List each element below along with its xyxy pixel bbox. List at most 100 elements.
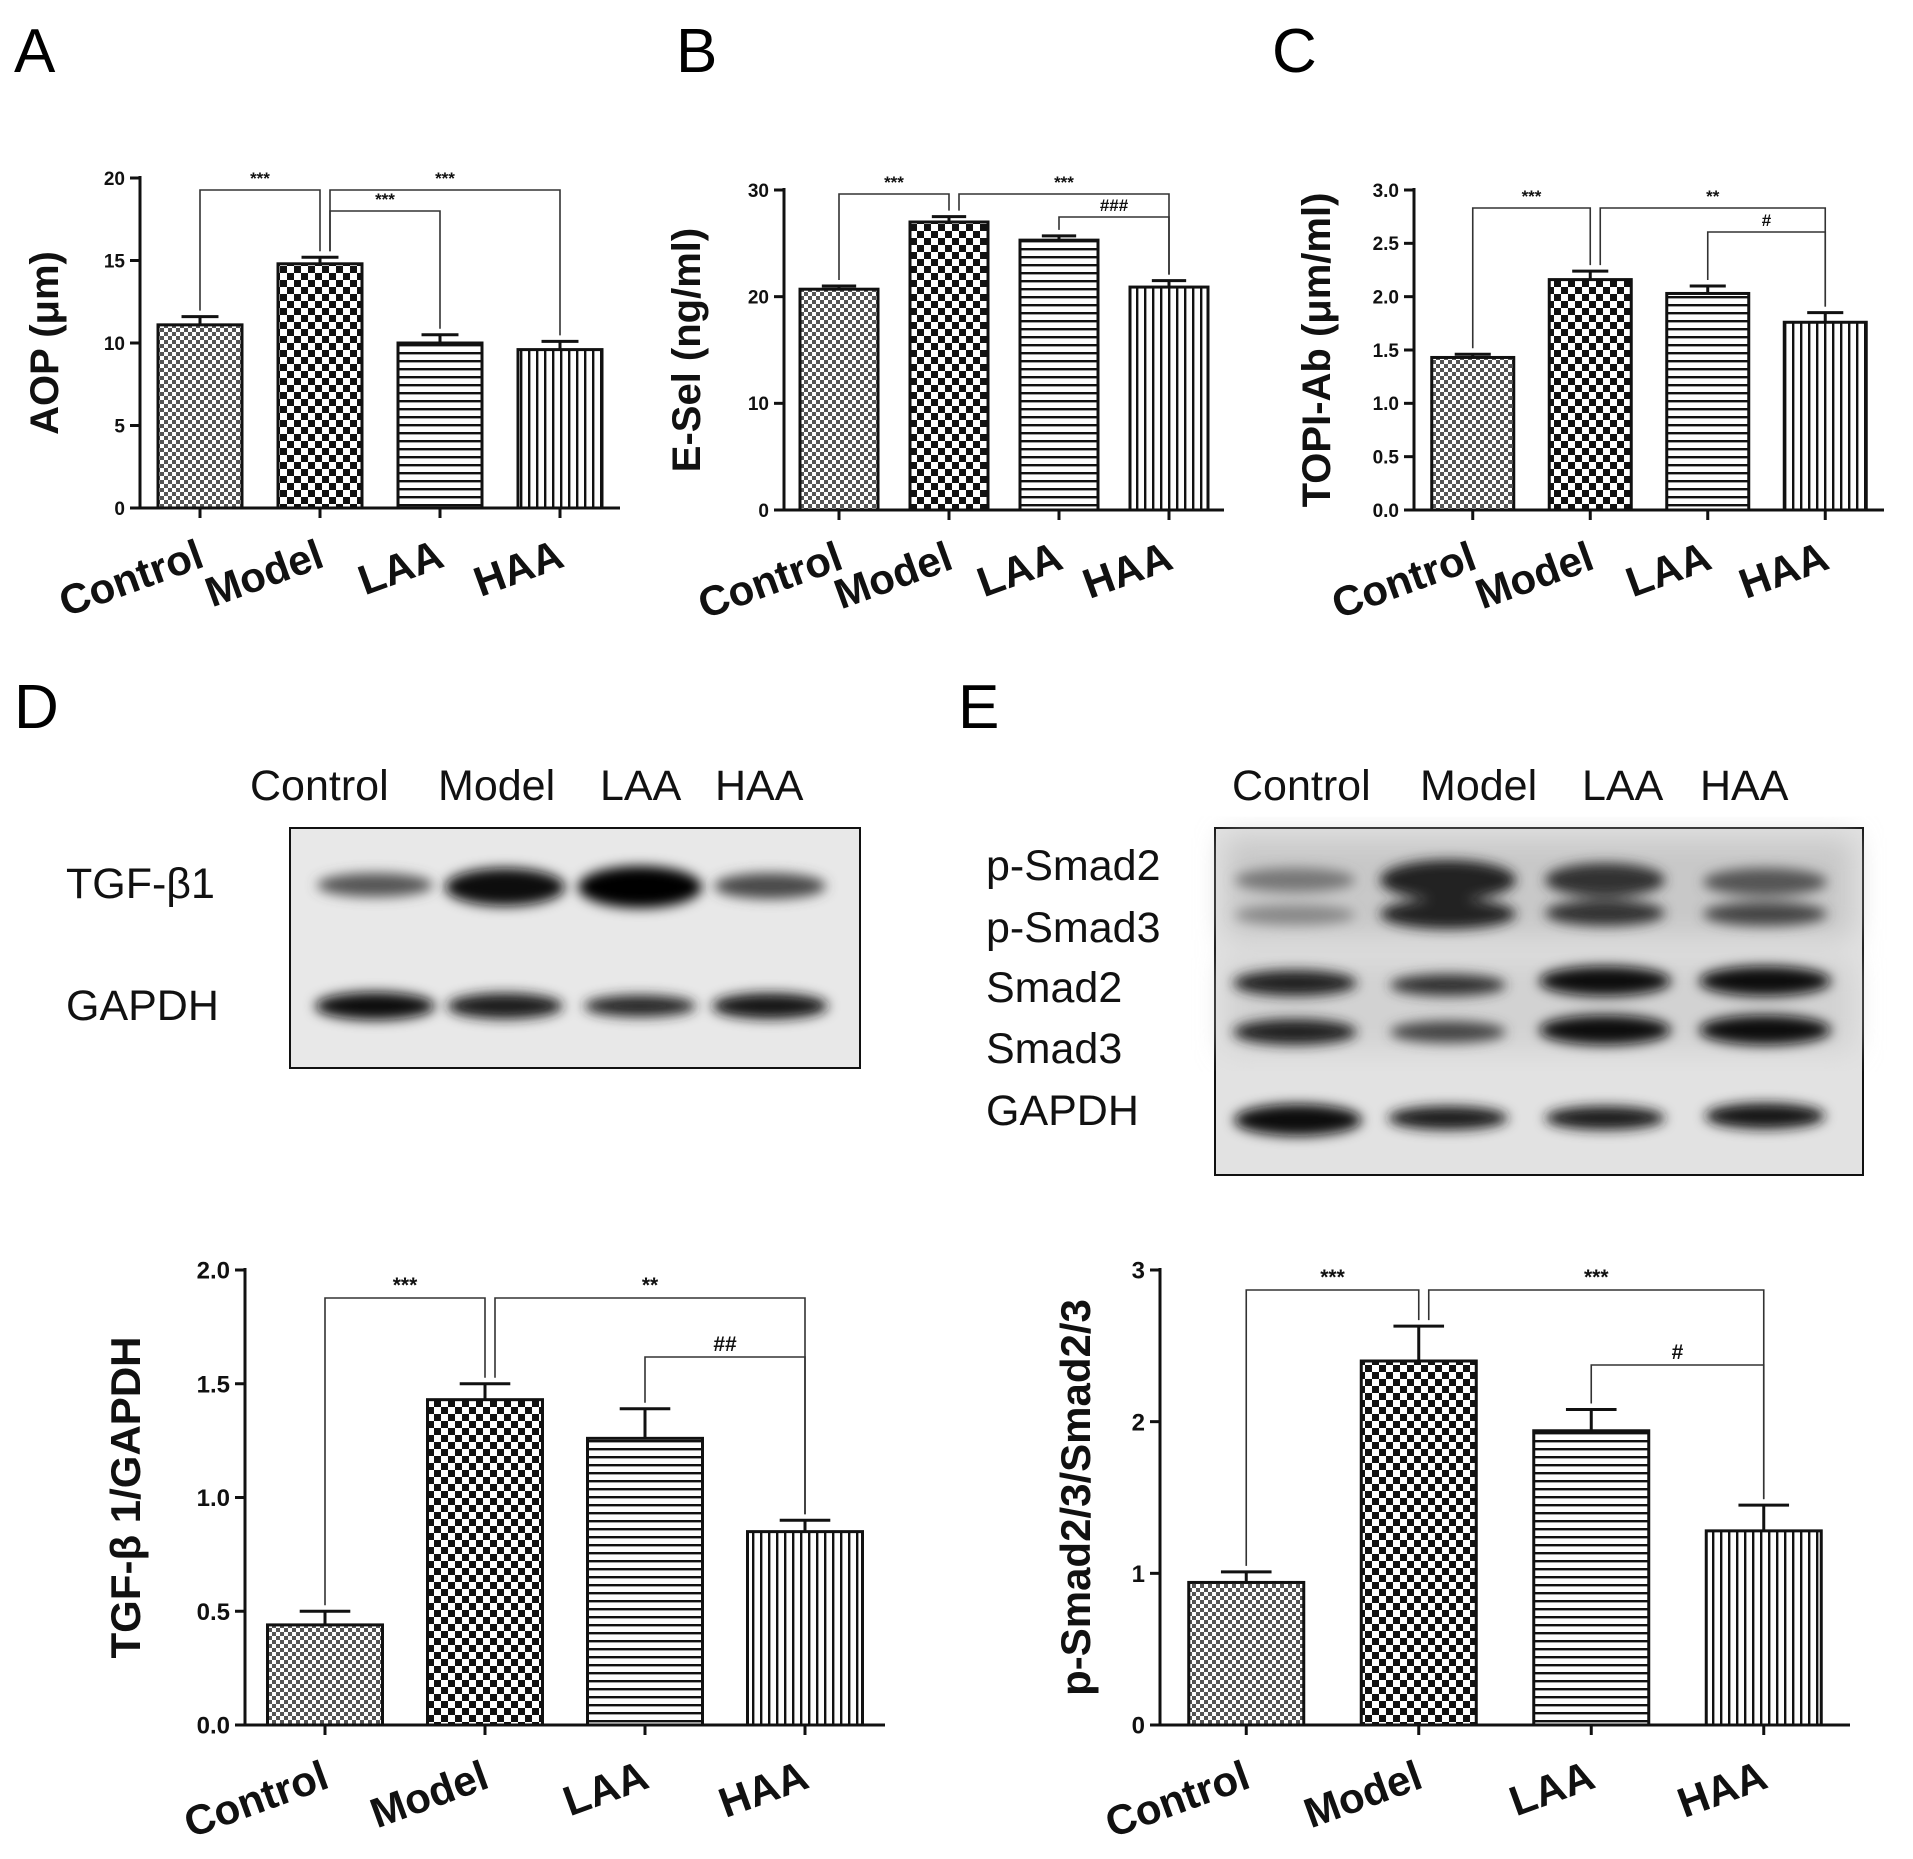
- significance-bracket: [324, 1297, 486, 1606]
- band: [714, 873, 826, 899]
- significance-bracket: [1706, 231, 1827, 307]
- significance-bracket: [838, 193, 950, 280]
- band: [1699, 1015, 1831, 1045]
- y-tick-label: 10: [104, 334, 125, 355]
- y-tick-label: 0.5: [1373, 448, 1400, 469]
- panel-letter-d: D: [14, 673, 59, 742]
- y-tick-label: 0: [758, 501, 769, 522]
- significance-label: #: [1672, 1341, 1684, 1364]
- blot-d-bands: [315, 866, 828, 1020]
- blot-e: [1214, 827, 1864, 1176]
- y-tick-label: 3: [1132, 1258, 1145, 1285]
- x-tick-label: LAA: [557, 1751, 654, 1825]
- band: [315, 992, 435, 1020]
- x-tick-label: Control: [53, 530, 209, 625]
- band: [1380, 899, 1516, 929]
- band: [1380, 860, 1516, 900]
- significance-label: ***: [250, 169, 270, 188]
- significance-label: ***: [435, 169, 455, 188]
- y-axis-label: E-Sel (ng/ml): [665, 228, 709, 472]
- blot-d-lane-laa: LAA: [600, 762, 682, 810]
- y-tick-label: 20: [748, 288, 769, 309]
- x-tick-label: HAA: [712, 1751, 814, 1826]
- significance-bracket: [199, 189, 321, 311]
- significance-label: ###: [1100, 196, 1129, 215]
- y-tick-label: 10: [748, 394, 769, 415]
- significance-label: ***: [1522, 187, 1542, 206]
- y-tick-label: 1.0: [1373, 394, 1399, 415]
- x-tick-label: Model: [828, 532, 958, 618]
- blot-e-row-gapdh: GAPDH: [986, 1087, 1139, 1135]
- x-tick-label: LAA: [971, 532, 1068, 606]
- significance-label: ***: [1584, 1266, 1609, 1289]
- band: [445, 868, 565, 906]
- blot-e-lane-laa: LAA: [1582, 762, 1664, 810]
- y-tick-label: 0.0: [197, 1713, 230, 1740]
- y-axis-label: p-Smad2/3/Smad2/3: [1052, 1299, 1099, 1696]
- bar: [1187, 1580, 1306, 1727]
- y-tick-label: 1.5: [197, 1371, 230, 1398]
- x-tick-label: HAA: [1076, 532, 1178, 607]
- band: [447, 993, 563, 1019]
- significance-label: ***: [884, 173, 904, 192]
- x-tick-label: Control: [178, 1751, 334, 1846]
- chart-c: 0.0 0.5 1.0 1.5 2.0 2.5 3.0 TOPI-Ab (μm/ml) Cont…: [1295, 181, 1884, 628]
- significance-label: ***: [375, 190, 395, 209]
- x-tick-label: Model: [1298, 1751, 1428, 1837]
- bar: [746, 1530, 864, 1727]
- bar: [276, 262, 364, 510]
- band: [1545, 1106, 1665, 1130]
- significance-label: ***: [393, 1274, 418, 1297]
- y-axis-label: TOPI-Ab (μm/ml): [1295, 193, 1339, 508]
- blot-e-lane-control: Control: [1232, 762, 1371, 810]
- bar: [1665, 291, 1751, 512]
- bar: [516, 348, 604, 510]
- band: [1703, 902, 1827, 926]
- band: [1539, 1015, 1671, 1045]
- bar: [1704, 1529, 1823, 1727]
- bar: [586, 1436, 704, 1727]
- y-tick-label: 1.0: [197, 1485, 230, 1512]
- y-axis-label: AOP (μm): [23, 251, 67, 435]
- band: [1233, 1019, 1357, 1045]
- band: [1234, 1104, 1362, 1136]
- blot-e-row-psmad2: p-Smad2: [986, 842, 1161, 890]
- y-tick-label: 5: [114, 416, 125, 437]
- y-tick-label: 15: [104, 251, 126, 272]
- band: [1390, 1021, 1506, 1043]
- blot-e-row-smad2: Smad2: [986, 964, 1123, 1012]
- y-tick-label: 0.5: [197, 1599, 230, 1626]
- band: [1235, 905, 1355, 925]
- band: [1233, 970, 1357, 996]
- band: [1539, 966, 1671, 996]
- significance-label: **: [1706, 187, 1720, 206]
- band: [1390, 974, 1506, 996]
- bar: [426, 1398, 544, 1727]
- significance-bracket: [329, 189, 561, 336]
- bar: [156, 323, 244, 510]
- panel-letter-b: B: [676, 17, 717, 86]
- blot-d-row-gapdh: GAPDH: [66, 982, 219, 1030]
- significance-bracket: [644, 1356, 806, 1515]
- blot-d-row-tgfb1: TGF-β1: [66, 860, 215, 908]
- chart-d: 0.0 0.5 1.0 1.5 2.0 TGF-β 1/GAPDH Control Model…: [102, 1258, 885, 1847]
- significance-bracket: [1599, 207, 1827, 307]
- chart-e: 0 1 2 3 p-Smad2/3/Smad2/3 Control Model LAA HAA *…: [1052, 1258, 1850, 1847]
- y-tick-label: 0.0: [1373, 501, 1399, 522]
- significance-bracket: [1245, 1289, 1420, 1566]
- x-tick-label: Control: [1325, 532, 1481, 627]
- y-axis-label: TGF-β 1/GAPDH: [102, 1337, 149, 1659]
- blot-d: [289, 827, 861, 1069]
- y-tick-label: 2.0: [1373, 288, 1399, 309]
- y-tick-label: 0: [114, 499, 125, 520]
- y-tick-label: 0: [1132, 1713, 1145, 1740]
- x-tick-label: LAA: [1503, 1751, 1600, 1825]
- blot-e-lane-haa: HAA: [1700, 762, 1789, 810]
- bar: [1430, 355, 1516, 512]
- x-tick-label: HAA: [1671, 1751, 1773, 1826]
- blot-e-bands: [1233, 860, 1831, 1136]
- band: [584, 995, 696, 1017]
